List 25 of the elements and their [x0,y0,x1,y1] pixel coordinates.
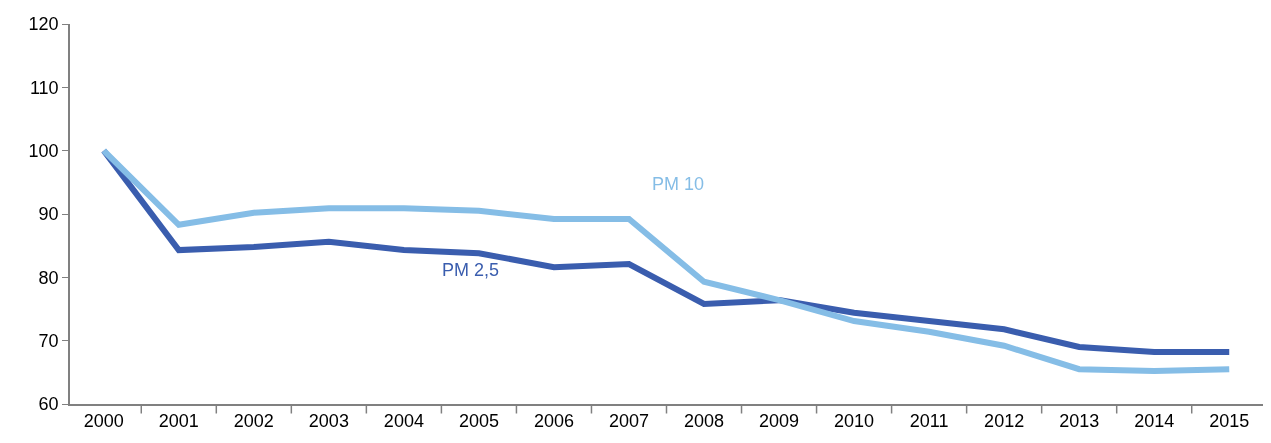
x-tick-label: 2009 [759,411,800,432]
series-label: PM 10 [652,174,705,194]
x-tick-label: 2012 [984,411,1025,432]
x-tick-label: 2005 [458,411,499,432]
x-tick-label: 2000 [83,411,124,432]
x-tick-label: 2008 [684,411,725,432]
y-tick-label: 90 [38,204,59,225]
x-tick-label: 2001 [158,411,199,432]
y-tick-label: 110 [29,77,59,98]
x-tick-label: 2004 [383,411,424,432]
y-tick-label: 120 [28,14,59,35]
x-tick-label: 2003 [308,411,349,432]
y-tick-label: 80 [38,267,59,288]
x-tick-label: 2015 [1209,411,1250,432]
y-tick-label: 100 [28,140,59,161]
series-label: PM 2,5 [442,260,500,280]
y-tick-label: 70 [38,330,59,351]
x-tick-label: 2014 [1134,411,1175,432]
x-tick-label: 2006 [533,411,574,432]
x-tick-label: 2002 [233,411,274,432]
x-tick-label: 2011 [909,411,949,432]
x-tick-label: 2007 [608,411,649,432]
x-tick-label: 2010 [834,411,875,432]
y-tick-label: 60 [38,394,59,415]
x-tick-label: 2013 [1059,411,1100,432]
